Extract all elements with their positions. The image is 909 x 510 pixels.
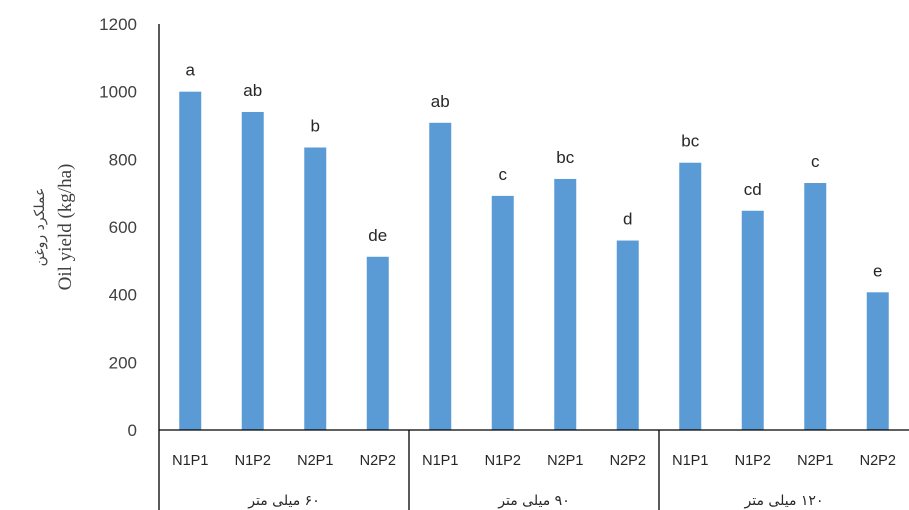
x-axis: N1P1 N1P2 N2P1 N2P2 ۶۰ میلی متر N1P1 N1P2 N2P1 N… [159,429,909,510]
category-label: N1P2 [235,453,271,469]
significance-letter: bc [556,148,574,167]
category-label: N2P1 [547,453,583,469]
bar [366,256,389,430]
y-tick-label: 800 [109,150,137,169]
significance-letter: b [311,116,320,135]
category-label: N1P2 [485,453,521,469]
y-tick-label: 1200 [99,15,137,34]
bar [241,111,264,430]
bar [554,178,577,430]
significance-letter: ab [431,92,450,111]
significance-letter: ab [243,81,262,100]
y-axis-title-fa: عملکرد روغن [32,188,48,267]
category-label: N2P1 [797,453,833,469]
significance-letter: c [811,152,820,171]
bar [679,162,702,430]
y-axis-title: عملکرد روغن Oil yield (kg/ha) [32,164,76,291]
significance-letter: cd [744,180,762,199]
bar [866,292,889,430]
bar [429,122,452,430]
category-label: N2P2 [610,453,646,469]
group-label: ۶۰ میلی متر [247,493,319,509]
bar [804,183,827,430]
y-tick-label: 1000 [99,83,137,102]
significance-letter: a [186,61,196,80]
group-label: ۱۲۰ میلی متر [744,493,824,509]
category-label: N1P1 [172,453,208,469]
category-label: N1P2 [735,453,771,469]
category-label: N2P2 [360,453,396,469]
significance-letter: d [623,210,632,229]
y-axis-ticks: 0 200 400 600 800 1000 1200 [99,15,137,440]
category-label: N2P1 [297,453,333,469]
category-label: N1P1 [422,453,458,469]
y-tick-label: 200 [109,353,137,372]
y-tick-label: 400 [109,286,137,305]
y-tick-label: 0 [128,421,137,440]
data-labels: a ab b de ab c bc d bc cd c e [186,61,883,281]
y-tick-label: 600 [109,218,137,237]
significance-letter: bc [681,132,699,151]
bars [179,91,889,431]
bar [179,91,202,431]
bar [304,147,327,430]
category-label: N1P1 [672,453,708,469]
bar [616,240,639,430]
y-axis-title-en: Oil yield (kg/ha) [55,164,76,291]
significance-letter: e [873,261,882,280]
bar [741,210,764,430]
bar [491,195,514,430]
significance-letter: de [368,226,387,245]
category-label: N2P2 [860,453,896,469]
significance-letter: c [499,165,508,184]
group-label: ۹۰ میلی متر [497,493,569,509]
